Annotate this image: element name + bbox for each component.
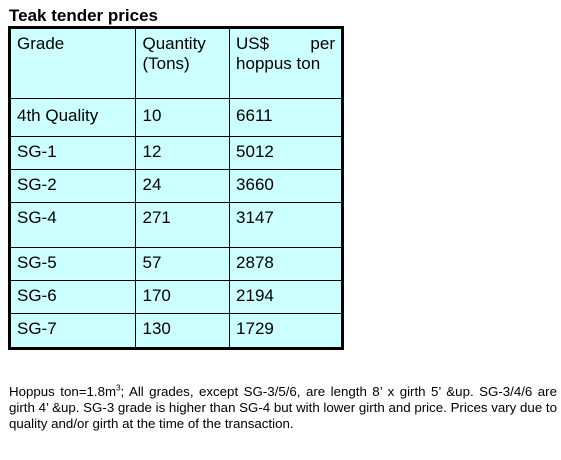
header-price-word1: US$ bbox=[236, 34, 270, 53]
header-price-rest: hoppus ton bbox=[236, 54, 321, 73]
cell-quantity: 10 bbox=[135, 98, 231, 137]
cell-price: 1729 bbox=[229, 313, 343, 349]
cell-grade: 4th Quality bbox=[8, 98, 137, 137]
table-row: 4th Quality 10 6611 bbox=[8, 98, 343, 137]
table-row: SG-2 24 3660 bbox=[8, 169, 343, 203]
table-row: SG-4 271 3147 bbox=[8, 202, 343, 248]
cell-grade: SG-5 bbox=[8, 247, 137, 281]
cell-quantity: 12 bbox=[135, 136, 231, 170]
cell-price: 6611 bbox=[229, 98, 343, 137]
table-header-row: Grade Quantity (Tons) US$ per hoppus ton bbox=[8, 27, 343, 99]
cell-grade: SG-6 bbox=[8, 280, 137, 314]
footnote: Hoppus ton=1.8m3; All grades, except SG-… bbox=[9, 384, 557, 432]
footnote-prefix: Hoppus ton=1.8m bbox=[9, 384, 117, 399]
table-row: SG-7 130 1729 bbox=[8, 313, 343, 349]
footnote-text: ; All grades, except SG-3/5/6, are lengt… bbox=[9, 384, 557, 431]
teak-price-table: Grade Quantity (Tons) US$ per hoppus ton… bbox=[8, 26, 344, 350]
footnote-superscript: 3 bbox=[116, 383, 121, 393]
cell-quantity: 271 bbox=[135, 202, 231, 248]
header-quantity: Quantity (Tons) bbox=[135, 27, 231, 99]
cell-quantity: 57 bbox=[135, 247, 231, 281]
cell-quantity: 130 bbox=[135, 313, 231, 349]
header-price-word2: per bbox=[310, 34, 335, 53]
cell-price: 2878 bbox=[229, 247, 343, 281]
cell-grade: SG-7 bbox=[8, 313, 137, 349]
header-grade: Grade bbox=[8, 27, 137, 99]
cell-price: 2194 bbox=[229, 280, 343, 314]
cell-price: 5012 bbox=[229, 136, 343, 170]
page-title: Teak tender prices bbox=[9, 6, 158, 25]
cell-grade: SG-2 bbox=[8, 169, 137, 203]
table-row: SG-6 170 2194 bbox=[8, 280, 343, 314]
cell-quantity: 170 bbox=[135, 280, 231, 314]
cell-price: 3660 bbox=[229, 169, 343, 203]
table-row: SG-5 57 2878 bbox=[8, 247, 343, 281]
table-row: SG-1 12 5012 bbox=[8, 136, 343, 170]
cell-grade: SG-1 bbox=[8, 136, 137, 170]
header-price-line1: US$ per bbox=[236, 34, 335, 54]
cell-quantity: 24 bbox=[135, 169, 231, 203]
cell-grade: SG-4 bbox=[8, 202, 137, 248]
cell-price: 3147 bbox=[229, 202, 343, 248]
header-price: US$ per hoppus ton bbox=[229, 27, 343, 99]
